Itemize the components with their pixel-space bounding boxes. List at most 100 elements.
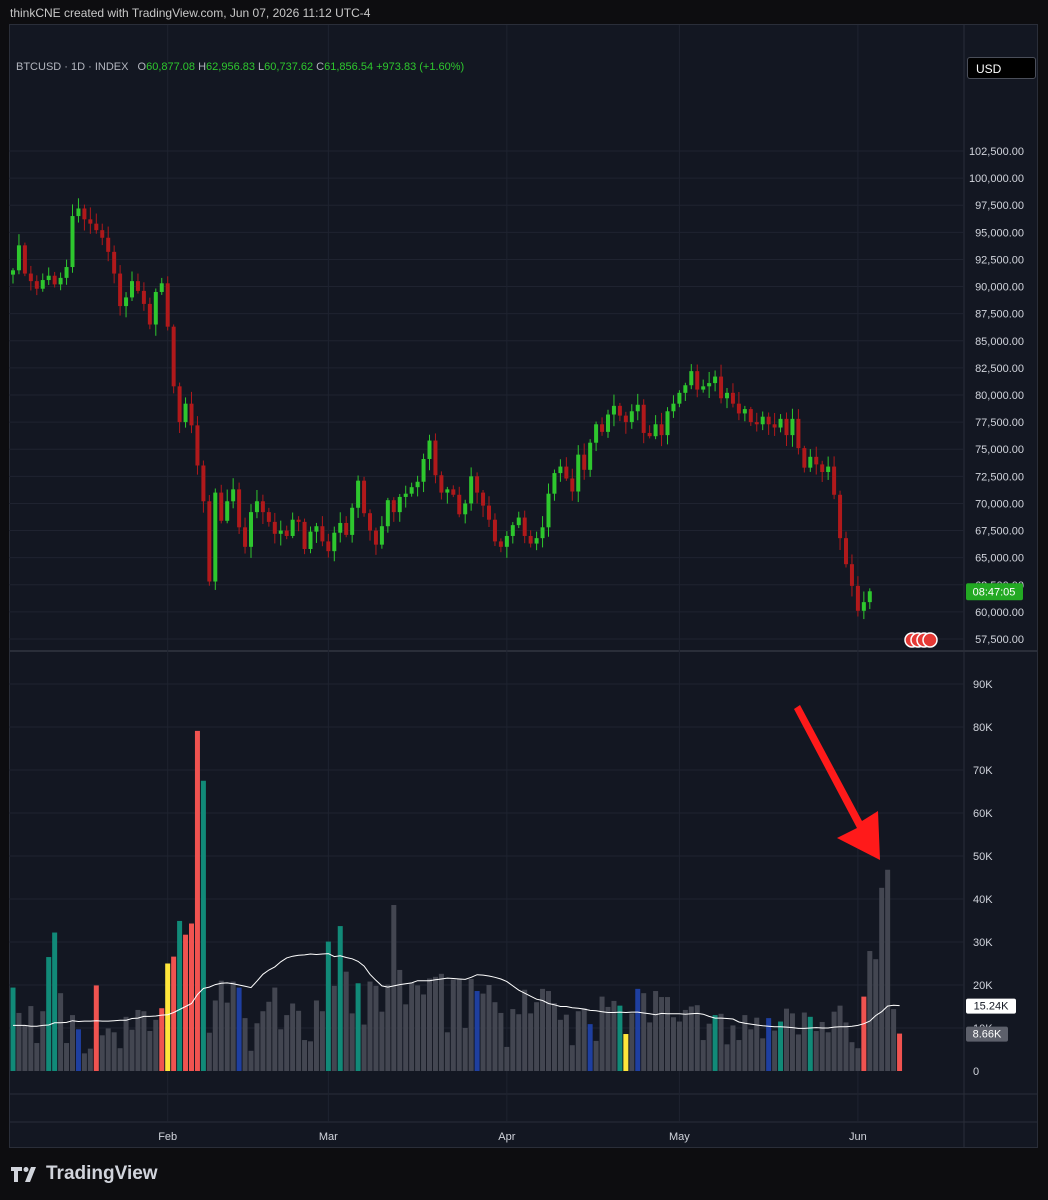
volume-bar (218, 980, 224, 1071)
price-tick-label: 75,000.00 (975, 444, 1024, 456)
chart-credit: thinkCNE created with TradingView.com, J… (10, 6, 371, 20)
volume-bar (230, 981, 236, 1071)
candle-body (272, 521, 277, 534)
time-axis: Feb Mar Apr May Jun (158, 1131, 867, 1143)
candle-body (76, 208, 81, 217)
candle-body (243, 527, 248, 547)
volume-bar (165, 963, 171, 1071)
candle-body (439, 475, 444, 493)
candle-body (754, 422, 759, 425)
candle-body (94, 223, 99, 231)
candle-body (356, 480, 361, 508)
candle-body (135, 281, 140, 291)
candle-body (475, 476, 480, 493)
volume-bar (171, 956, 177, 1071)
volume-bar (93, 985, 99, 1071)
candle-body (784, 418, 789, 436)
volume-bar (16, 1012, 22, 1071)
volume-bar (617, 1005, 623, 1071)
volume-bar (718, 1013, 724, 1071)
candle-body (28, 273, 33, 282)
volume-bar (575, 1011, 581, 1071)
volume-bar (647, 1022, 653, 1071)
candle-body (760, 416, 765, 425)
candle-body (260, 501, 265, 513)
candle-body (290, 519, 295, 536)
volume-bar (296, 1010, 302, 1071)
volume-bar (593, 1040, 599, 1071)
volume-bar (444, 1032, 450, 1071)
volume-bar (635, 988, 641, 1071)
candle-body (665, 411, 670, 436)
candle-body (147, 303, 152, 325)
volume-bar (391, 905, 397, 1071)
symbol-label: BTCUSD · 1D · INDEX (16, 61, 129, 73)
candle-body (421, 458, 426, 482)
volume-bar (492, 1002, 498, 1071)
price-tick-label: 97,500.00 (975, 200, 1024, 212)
candle-body (689, 371, 694, 386)
price-tick-label: 82,500.00 (975, 363, 1024, 375)
candle-body (826, 466, 831, 472)
volume-bar (605, 1006, 611, 1071)
volume-bar (415, 985, 421, 1071)
price-tick-label: 100,000.00 (969, 173, 1024, 185)
volume-bar (534, 1002, 540, 1071)
candle-body (820, 464, 825, 472)
tradingview-footer[interactable]: TradingView (10, 1163, 158, 1185)
volume-bar (260, 1011, 266, 1071)
candle-body (195, 425, 200, 466)
volume-bar (736, 1040, 742, 1071)
volume-bar (343, 971, 349, 1071)
open-value: 60,877.08 (146, 61, 196, 73)
candle-body (82, 208, 87, 220)
tradingview-brand: TradingView (46, 1163, 158, 1184)
volume-bar (885, 869, 891, 1071)
volume-bar (599, 996, 605, 1071)
volume-bar (290, 1003, 296, 1071)
volume-bar (159, 1008, 165, 1071)
price-tick-label: 70,000.00 (975, 498, 1024, 510)
volume-bar (891, 1009, 897, 1071)
volume-tick-label: 40K (973, 894, 993, 906)
candle-body (22, 245, 27, 274)
candle-body (576, 454, 581, 492)
volume-bar (855, 1048, 861, 1071)
candle-body (332, 532, 337, 552)
volume-bar (587, 1024, 593, 1071)
candle-body (504, 535, 509, 547)
volume-ma-line (13, 953, 900, 1029)
volume-bar (563, 1014, 569, 1071)
volume-bar (825, 1032, 831, 1071)
candle-body (701, 386, 706, 390)
change-value: +973.83 (+1.60%) (376, 61, 465, 73)
volume-badge (966, 1026, 1008, 1042)
volume-bar (867, 951, 873, 1071)
volume-bar (379, 1011, 385, 1071)
volume-bar (361, 1024, 367, 1071)
candle-body (802, 448, 807, 468)
volume-bar (486, 985, 492, 1071)
volume-bar (795, 1034, 801, 1071)
candle-body (130, 281, 134, 298)
volume-tick-label: 30K (973, 937, 993, 949)
candle-body (861, 602, 866, 611)
candle-body (832, 466, 837, 495)
currency-button[interactable]: USD (967, 57, 1036, 79)
candle-body (171, 326, 176, 387)
candle-body (368, 513, 372, 531)
candle-body (641, 404, 646, 433)
volume-bar (22, 1025, 28, 1071)
volume-bar (200, 780, 206, 1071)
volume-bar (688, 1006, 694, 1071)
candle-body (350, 507, 355, 535)
price-tick-label: 60,000.00 (975, 607, 1024, 619)
candle-body (88, 219, 93, 224)
volume-bar (748, 1029, 754, 1071)
candle-body (153, 291, 158, 325)
candle-body (433, 440, 438, 476)
open-label: O (137, 61, 147, 73)
volume-axis: 010K20K30K40K50K60K70K80K90K (973, 679, 993, 1078)
volume-bar (64, 1043, 70, 1071)
